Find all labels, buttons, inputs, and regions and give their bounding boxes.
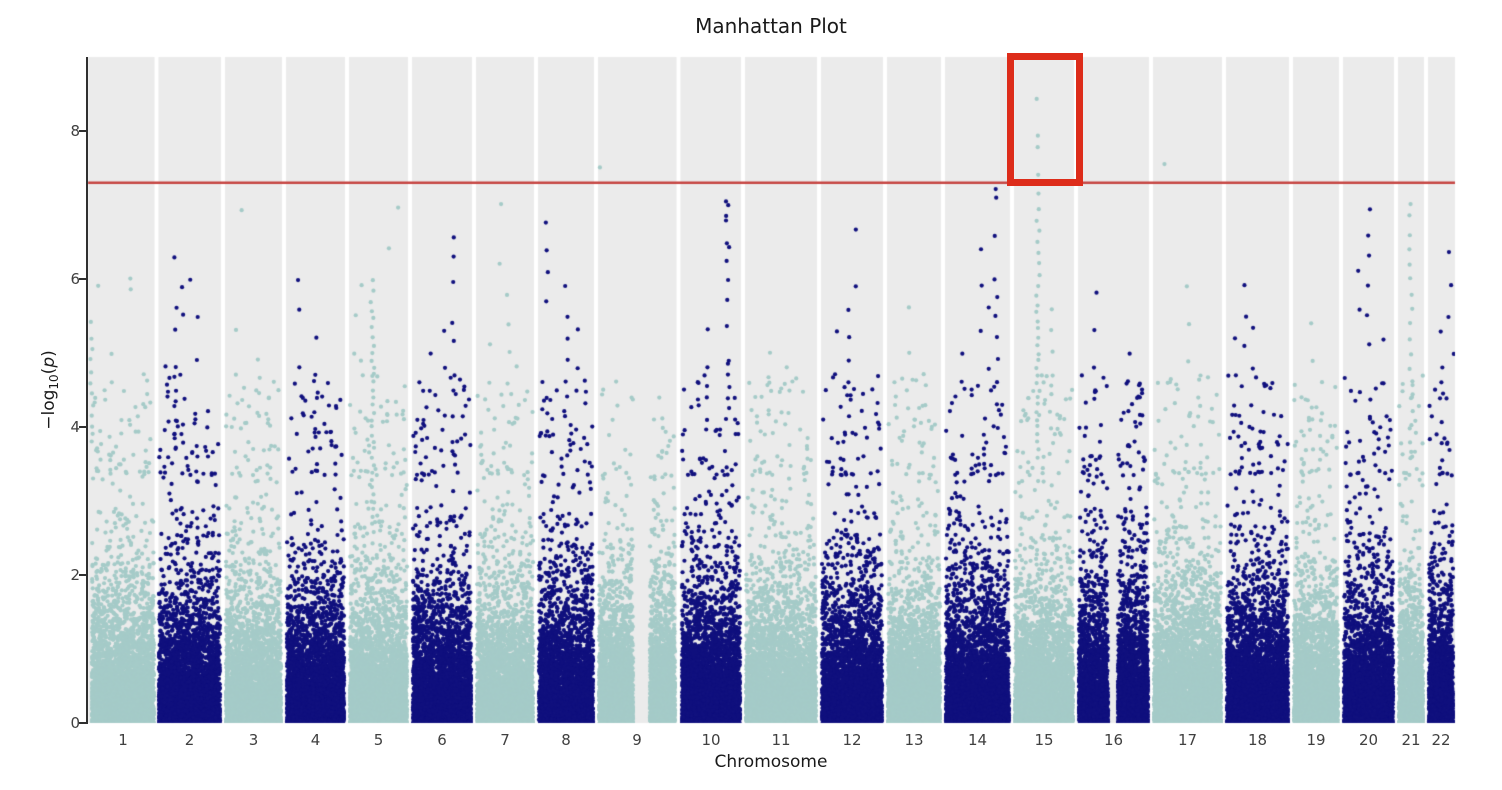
y-tick-label: 4: [70, 418, 80, 436]
x-tick-label-chr16: 16: [1103, 731, 1124, 749]
x-tick-label-chr6: 6: [437, 731, 447, 749]
y-tick-mark: [79, 278, 87, 280]
x-tick-label-chr10: 10: [701, 731, 721, 749]
y-tick-label: 6: [70, 270, 80, 288]
x-tick-label-chr22: 22: [1431, 731, 1451, 749]
x-tick-label-chr7: 7: [500, 731, 510, 749]
plot-title: Manhattan Plot: [695, 14, 847, 38]
y-tick-mark: [79, 574, 87, 576]
x-tick-label-chr18: 18: [1247, 731, 1268, 749]
x-tick-label-chr9: 9: [632, 731, 642, 749]
y-tick-mark: [79, 426, 87, 428]
x-tick-label-chr3: 3: [248, 731, 259, 749]
x-tick-label-chr12: 12: [842, 731, 862, 749]
y-tick-mark: [79, 722, 87, 724]
x-tick-label-chr5: 5: [373, 731, 384, 749]
y-axis-label: −log10(p): [39, 350, 61, 430]
y-axis-label-subscript: 10: [47, 374, 62, 390]
x-tick-label-chr2: 2: [184, 731, 195, 749]
x-tick-label-chr14: 14: [967, 731, 988, 749]
x-tick-label-chr17: 17: [1177, 731, 1198, 749]
x-tick-label-chr20: 20: [1358, 731, 1379, 749]
highlight-box-chr15-peak: [1007, 53, 1083, 186]
x-tick-label-chr4: 4: [310, 731, 321, 749]
y-axis-spine: [86, 57, 88, 724]
x-tick-label-chr19: 19: [1306, 731, 1326, 749]
y-axis-label-neglog: −log: [38, 389, 59, 430]
x-tick-label-chr11: 11: [771, 731, 791, 749]
y-axis-label-p: p: [38, 356, 59, 368]
y-tick-mark: [79, 130, 87, 132]
x-tick-label-chr8: 8: [561, 731, 571, 749]
y-tick-label: 0: [70, 714, 80, 732]
x-tick-label-chr21: 21: [1401, 731, 1421, 749]
y-tick-label: 8: [70, 122, 80, 140]
x-axis-label: Chromosome: [714, 752, 828, 772]
x-tick-label-chr13: 13: [904, 731, 924, 749]
x-tick-label-chr15: 15: [1034, 731, 1054, 749]
y-tick-label: 2: [70, 566, 80, 584]
y-axis-label-paren-close: ): [38, 350, 59, 357]
x-tick-label-chr1: 1: [118, 731, 128, 749]
y-axis-label-paren-open: (: [38, 367, 59, 375]
